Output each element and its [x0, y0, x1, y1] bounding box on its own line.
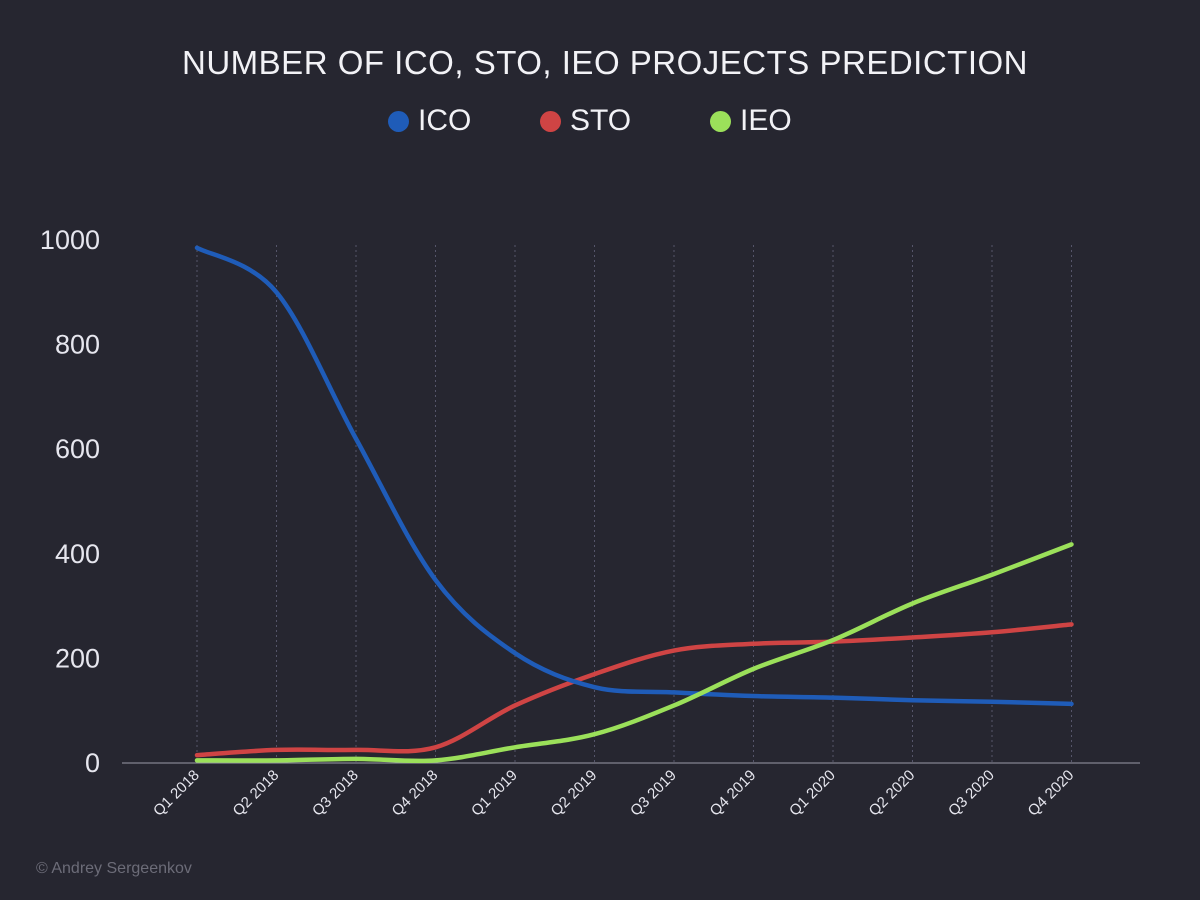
series-line-ieo — [194, 542, 1074, 764]
chart-title: NUMBER OF ICO, STO, IEO PROJECTS PREDICT… — [182, 44, 1028, 81]
copyright-text: © Andrey Sergeenkov — [36, 860, 192, 877]
legend: ICO STO IEO — [0, 104, 1200, 144]
x-tick-q1-2018: Q1 2018 — [150, 767, 203, 820]
x-tick-q2-2019: Q2 2019 — [548, 767, 601, 820]
legend-label-ieo: IEO — [740, 104, 792, 137]
legend-item-sto: STO — [540, 104, 631, 138]
x-tick-q4-2018: Q4 2018 — [389, 767, 442, 820]
y-tick-0: 0 — [85, 748, 100, 778]
legend-marker-ieo — [710, 110, 731, 132]
x-tick-q3-2018: Q3 2018 — [309, 767, 362, 820]
y-tick-200: 200 — [55, 643, 100, 673]
x-tick-q4-2019: Q4 2019 — [707, 767, 760, 820]
legend-label-ico: ICO — [418, 104, 472, 137]
legend-item-ieo: IEO — [710, 104, 792, 138]
legend-marker-sto — [540, 110, 561, 132]
y-tick-400: 400 — [55, 539, 100, 569]
y-tick-600: 600 — [55, 434, 100, 464]
series-line-ico — [194, 245, 1074, 707]
y-tick-800: 800 — [55, 330, 100, 360]
legend-label-sto: STO — [570, 104, 632, 137]
x-tick-q2-2018: Q2 2018 — [230, 767, 283, 820]
legend-marker-ico — [388, 110, 409, 132]
x-tick-q2-2020: Q2 2020 — [866, 767, 919, 820]
y-tick-1000: 1000 — [40, 225, 100, 255]
x-tick-q3-2019: Q3 2019 — [627, 767, 680, 820]
legend-item-ico: ICO — [388, 104, 471, 138]
x-tick-q1-2020: Q1 2020 — [786, 767, 839, 820]
x-tick-q4-2020: Q4 2020 — [1025, 767, 1078, 820]
x-tick-q3-2020: Q3 2020 — [945, 767, 998, 820]
series-line-sto — [194, 622, 1074, 758]
x-tick-q1-2019: Q1 2019 — [468, 767, 521, 820]
